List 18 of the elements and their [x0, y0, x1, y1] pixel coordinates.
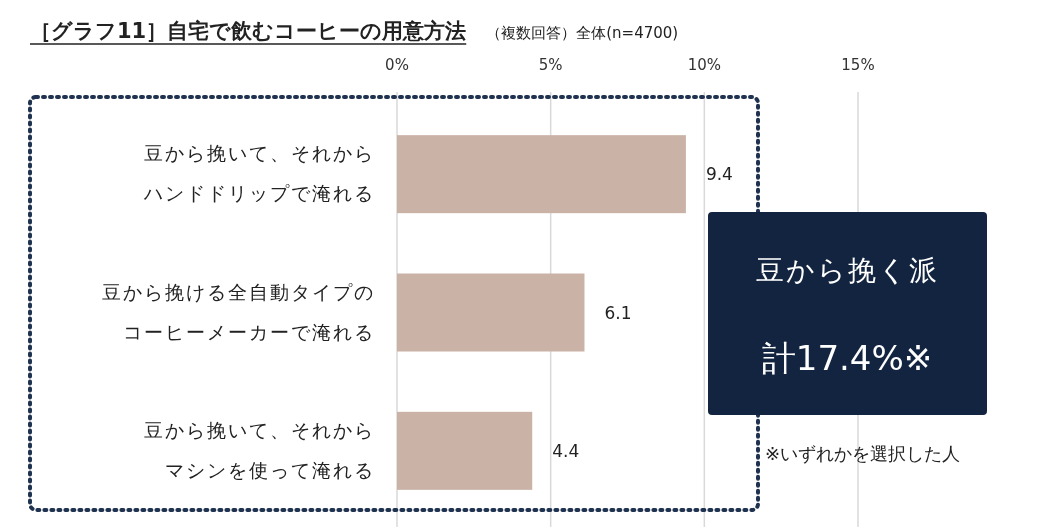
x-tick-label: 5%: [538, 56, 563, 74]
chart-title: ［グラフ11］自宅で飲むコーヒーの用意方法: [30, 19, 467, 43]
y-tick-label: 豆から挽いて、それからハンドドリップで淹れる: [143, 142, 375, 205]
annotation: 豆から挽く派: [755, 254, 939, 287]
annotation: 計17.4%※: [761, 338, 933, 378]
chart-subtitle: （複数回答）全体(n=4700): [486, 24, 679, 42]
x-tick-label: 15%: [841, 56, 875, 74]
y-tick-label: 豆から挽ける全自動タイプのコーヒーメーカーで淹れる: [102, 280, 375, 343]
y-tick-label: 豆から挽いて、それからマシンを使って淹れる: [144, 418, 375, 481]
bar: [397, 411, 533, 490]
x-tick-label: 10%: [687, 56, 722, 74]
x-tick-label: 0%: [385, 56, 409, 74]
bar: [397, 273, 585, 352]
bar: [397, 135, 686, 214]
annotation: ※いずれかを選択した人: [765, 443, 961, 464]
data-label: 9.4: [705, 164, 733, 185]
data-label: 6.1: [604, 302, 632, 323]
data-label: 4.4: [552, 440, 580, 461]
